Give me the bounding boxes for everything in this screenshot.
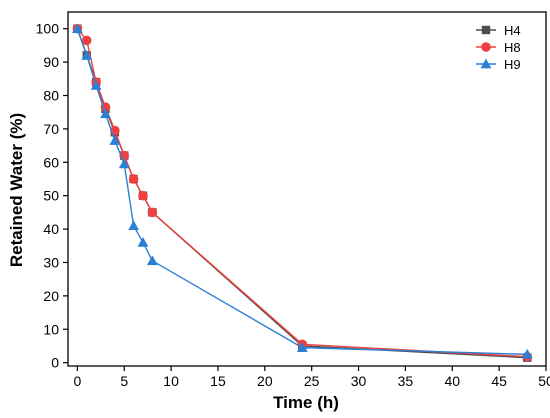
data-point [147,207,158,218]
series-h9 [71,23,533,359]
legend-label: H4 [504,23,521,38]
data-point [81,50,93,60]
data-point [128,220,140,231]
x-tick-label: 25 [304,373,320,389]
y-tick-label: 0 [51,355,59,371]
data-point [90,80,102,90]
x-tick-label: 40 [444,373,460,389]
y-tick-label: 30 [43,254,59,270]
y-tick-label: 70 [43,121,59,137]
y-tick-label: 40 [43,221,59,237]
data-point [71,23,83,34]
data-point [138,190,148,201]
y-tick-label: 20 [43,288,59,304]
data-point [296,342,308,352]
legend-item: H9 [476,57,521,72]
data-point [146,255,158,266]
legend-marker [481,42,491,52]
data-point [81,35,92,46]
legend-marker [480,58,492,69]
x-tick-label: 0 [73,373,81,389]
y-tick-label: 50 [43,188,59,204]
legend-item: H8 [476,40,521,55]
y-axis-title: Retained Water (%) [7,113,26,267]
x-tick-label: 15 [210,373,226,389]
data-point [118,158,130,169]
data-point [100,108,111,119]
x-tick-label: 30 [351,373,367,389]
legend-label: H8 [504,40,521,55]
y-tick-label: 60 [43,154,59,170]
data-point [109,135,121,145]
plot-area [71,23,533,362]
axes: 0 5 10 15 20 25 30 35 40 45 50 0 10 20 30 40 50 60 70 80 90 1… [36,11,550,389]
x-tick-label: 50 [538,373,550,389]
y-tick-label: 100 [36,21,60,37]
x-tick-label: 20 [257,373,273,389]
y-tick-label: 10 [43,321,59,337]
data-point [128,174,139,184]
series-h8 [72,23,533,362]
data-point [521,348,533,359]
legend: H4 H8 H9 [476,23,521,72]
x-tick-label: 35 [398,373,414,389]
x-axis-title: Time (h) [273,393,339,412]
y-tick-label: 80 [43,87,59,103]
x-tick-label: 45 [491,373,507,389]
plot-frame [67,11,547,367]
y-tick-label: 90 [43,54,59,70]
data-point [137,237,149,247]
legend-label: H9 [504,57,521,72]
x-tick-label: 10 [163,373,179,389]
legend-item: H4 [476,23,521,38]
x-tick-label: 5 [120,373,128,389]
legend-marker [481,25,491,35]
